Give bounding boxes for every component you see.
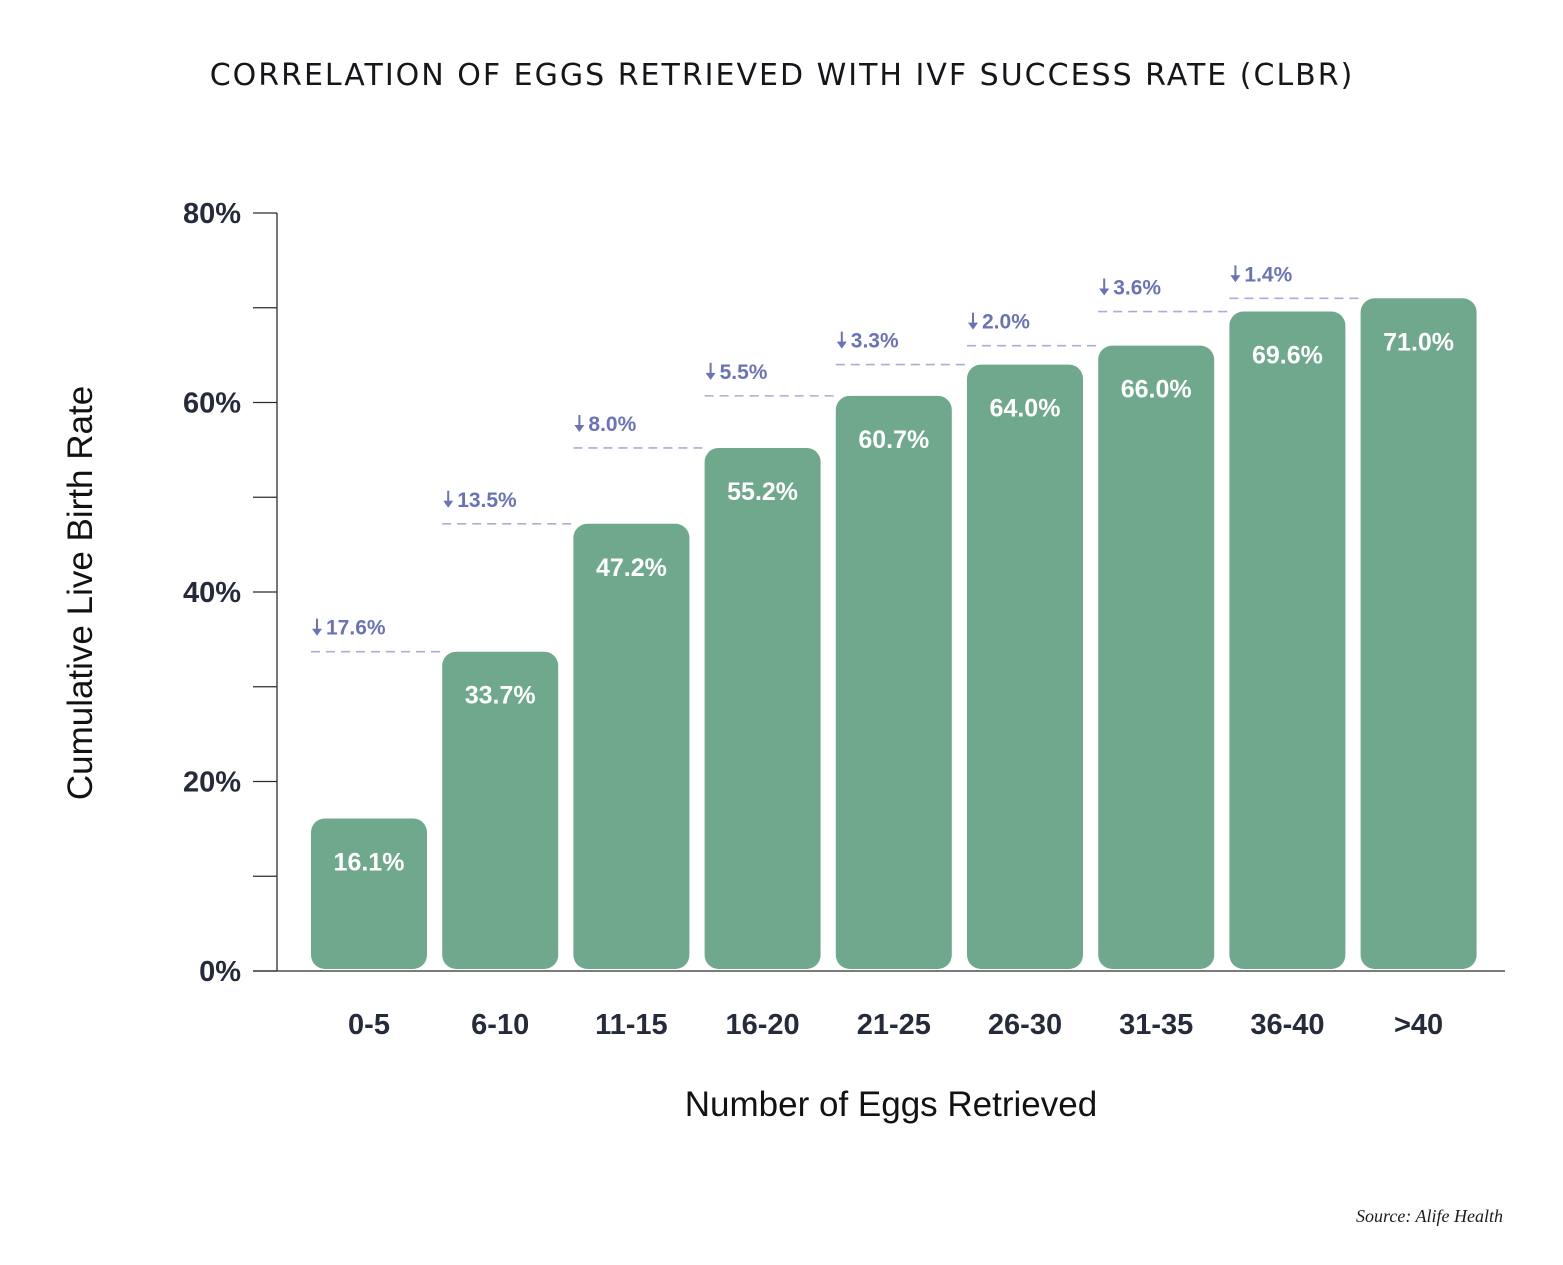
difference-label: 13.5% (457, 489, 517, 512)
down-arrow-icon (968, 322, 978, 330)
y-tick-label: 60% (183, 388, 241, 420)
down-arrow-icon (443, 500, 454, 508)
x-tick-label: 16-20 (726, 1009, 800, 1041)
y-tick-label: 0% (199, 956, 241, 988)
bar-26-30 (967, 364, 1083, 970)
bar-value-label: 66.0% (1121, 376, 1192, 404)
x-tick-label: 36-40 (1250, 1009, 1324, 1041)
down-arrow-icon (1230, 275, 1241, 283)
x-tick-label: 31-35 (1119, 1009, 1193, 1041)
down-arrow-icon (312, 628, 322, 636)
x-tick-label: 21-25 (857, 1009, 931, 1041)
y-axis: 0% 20% 40% 60% 80% (183, 198, 278, 988)
bar-0-5 (311, 818, 427, 969)
source-note: Source: Alife Health (1356, 1206, 1503, 1226)
down-arrow-icon (836, 341, 847, 349)
down-arrow-icon (574, 424, 585, 432)
bar-value-label: 33.7% (465, 682, 536, 710)
bar-value-label: 71.0% (1383, 328, 1454, 356)
y-tick-label: 80% (183, 198, 241, 230)
difference-label: 17.6% (326, 617, 386, 640)
bar-11-15 (573, 523, 690, 969)
difference-label: 1.4% (1244, 263, 1292, 286)
bar-value-label: 60.7% (858, 426, 929, 454)
difference-label: 5.5% (720, 361, 768, 384)
x-tick-label: 26-30 (988, 1009, 1062, 1041)
y-tick-label: 20% (183, 767, 241, 799)
x-tick-label: >40 (1394, 1009, 1443, 1041)
bars: 16.1% 33.7% 47.2% 55.2% 60.7% 64.0% 66.0% 69.6%… (311, 298, 1477, 970)
x-tick-label: 11-15 (595, 1009, 668, 1041)
difference-label: 3.6% (1113, 277, 1161, 300)
difference-annotations: 17.6% 13.5% 8.0% 5.5% 3.3% 2.0% 3.6% 1.4% (311, 263, 1361, 653)
bar-value-label: 16.1% (334, 848, 405, 876)
bar-31-35 (1098, 345, 1215, 969)
difference-label: 3.3% (851, 330, 899, 353)
bar-36-40 (1229, 311, 1346, 969)
y-tick-label: 40% (183, 577, 241, 609)
down-arrow-icon (705, 372, 716, 380)
x-axis: 0-5 6-10 11-15 16-20 21-25 26-30 31-35 36-40 >40 (253, 970, 1505, 1041)
x-tick-label: 6-10 (471, 1009, 529, 1041)
bar-value-label: 69.6% (1252, 342, 1323, 370)
y-axis-title: Cumulative Live Birth Rate (61, 386, 100, 800)
down-arrow-icon (1099, 288, 1110, 296)
difference-label: 8.0% (588, 413, 636, 436)
bar->40 (1360, 298, 1477, 969)
bar-value-label: 47.2% (596, 554, 667, 582)
x-axis-title: Number of Eggs Retrieved (685, 1085, 1097, 1124)
difference-label: 2.0% (982, 311, 1030, 334)
x-tick-label: 0-5 (348, 1009, 390, 1041)
chart-title: CORRELATION OF EGGS RETRIEVED WITH IVF S… (210, 58, 1355, 93)
bar-16-20 (704, 447, 821, 970)
bar-value-label: 55.2% (727, 478, 798, 506)
bar-6-10 (442, 651, 559, 969)
bar-value-label: 64.0% (990, 395, 1061, 423)
bar-21-25 (835, 395, 952, 969)
